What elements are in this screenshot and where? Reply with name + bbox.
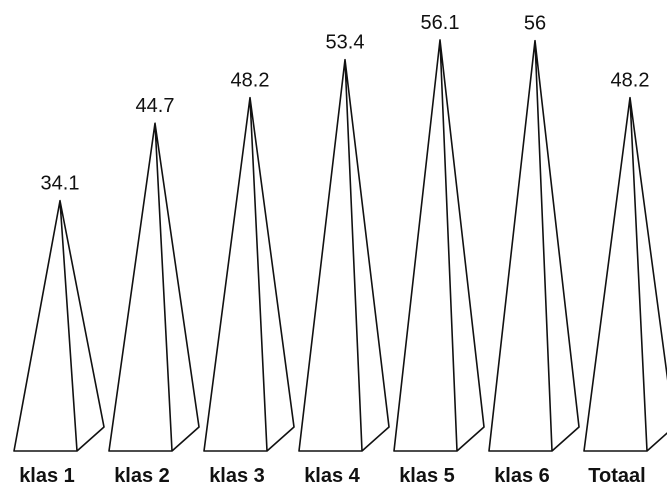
data-label-5: 56.1 (421, 12, 460, 34)
pyramid-face-4 (299, 59, 389, 452)
pyramid-mark-5 (393, 39, 485, 452)
data-label-3: 48.2 (231, 70, 270, 92)
category-label-3: klas 3 (209, 465, 265, 487)
pyramid-mark-2 (108, 122, 200, 452)
category-label-5: klas 5 (399, 465, 455, 487)
pyramid-face-5 (394, 39, 484, 452)
category-label-2: klas 2 (114, 465, 170, 487)
data-label-4: 53.4 (326, 32, 365, 54)
pyramid-mark-1 (13, 199, 105, 452)
data-label-7: 48.2 (611, 70, 650, 92)
pyramid-face-7 (584, 97, 667, 451)
pyramid-face-6 (489, 40, 579, 451)
category-label-4: klas 4 (304, 465, 360, 487)
pyramid-mark-4 (298, 58, 390, 452)
pyramid-face-1 (14, 200, 104, 451)
pyramid-mark-7 (583, 96, 667, 452)
category-label-6: klas 6 (494, 465, 550, 487)
data-label-1: 34.1 (41, 173, 80, 195)
category-label-7: Totaal (588, 465, 645, 487)
data-label-2: 44.7 (136, 95, 175, 117)
pyramid-mark-6 (488, 39, 580, 452)
pyramid-face-3 (204, 97, 294, 452)
pyramid-face-2 (109, 123, 199, 452)
data-label-6: 56 (524, 13, 546, 35)
category-label-1: klas 1 (19, 465, 75, 487)
pyramid-mark-3 (203, 96, 295, 452)
